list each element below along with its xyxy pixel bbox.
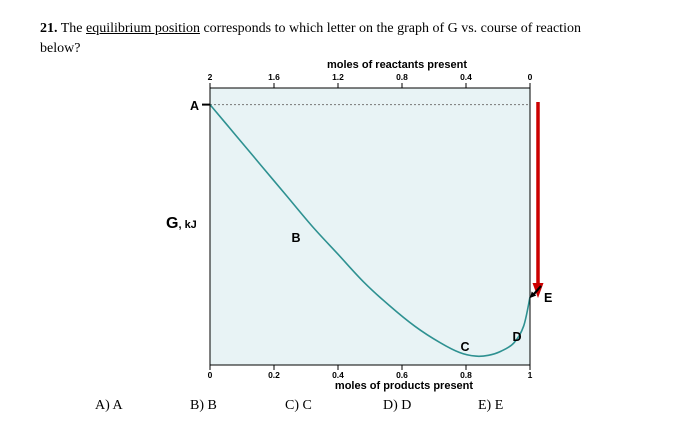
question-t2: corresponds to which letter on the graph… xyxy=(199,21,581,36)
answer-option-b: B) B xyxy=(190,398,217,413)
answer-options: A) A B) B C) C D) D E) E xyxy=(0,398,693,420)
bottom-tick-label-5: 1 xyxy=(528,370,533,380)
bottom-axis: 0 0.2 0.4 0.6 0.8 1 moles of products pr… xyxy=(208,365,533,392)
question-text: 21. The equilibrium position corresponds… xyxy=(40,19,685,58)
point-label-c: C xyxy=(460,340,469,354)
bottom-tick-label-1: 0.2 xyxy=(268,370,280,380)
top-axis: 2 1.6 1.2 0.8 0.4 0 moles of reactants p… xyxy=(208,59,533,88)
bottom-tick-label-2: 0.4 xyxy=(332,370,344,380)
bottom-tick-label-3: 0.6 xyxy=(396,370,408,380)
answer-option-c: C) C xyxy=(285,398,312,413)
question-t1: The xyxy=(57,21,87,36)
y-axis-label-main: G xyxy=(166,215,178,232)
bottom-axis-title: moles of products present xyxy=(335,380,473,392)
point-label-b: B xyxy=(291,231,300,245)
curve-point-labels: A B C D E xyxy=(190,99,552,354)
answer-option-e: E) E xyxy=(478,398,504,413)
top-axis-title: moles of reactants present xyxy=(327,59,467,71)
top-tick-label-0: 2 xyxy=(208,72,213,82)
plot-border xyxy=(209,87,531,366)
bottom-tick-label-0: 0 xyxy=(208,370,213,380)
top-tick-label-4: 0.4 xyxy=(460,72,472,82)
top-tick-label-5: 0 xyxy=(528,72,533,82)
point-label-d: D xyxy=(512,330,521,344)
point-label-a: A xyxy=(190,99,199,113)
answer-option-d: D) D xyxy=(383,398,412,413)
e-pointer-icon xyxy=(530,285,542,298)
y-axis-label: G, kJ xyxy=(166,215,197,232)
answer-option-a: A) A xyxy=(95,398,123,413)
point-label-e: E xyxy=(544,291,552,305)
y-axis-label-unit: , kJ xyxy=(178,219,196,231)
bottom-tick-label-4: 0.8 xyxy=(460,370,472,380)
top-tick-label-3: 0.8 xyxy=(396,72,408,82)
question-t3: below? xyxy=(40,40,81,56)
plot-area xyxy=(210,88,530,365)
question-number: 21. xyxy=(40,21,58,36)
question-underlined-term: equilibrium position xyxy=(86,21,200,36)
free-energy-curve xyxy=(209,104,531,358)
top-tick-label-1: 1.6 xyxy=(268,72,280,82)
top-tick-label-2: 1.2 xyxy=(332,72,344,82)
equilibrium-red-arrow-icon xyxy=(532,102,544,298)
